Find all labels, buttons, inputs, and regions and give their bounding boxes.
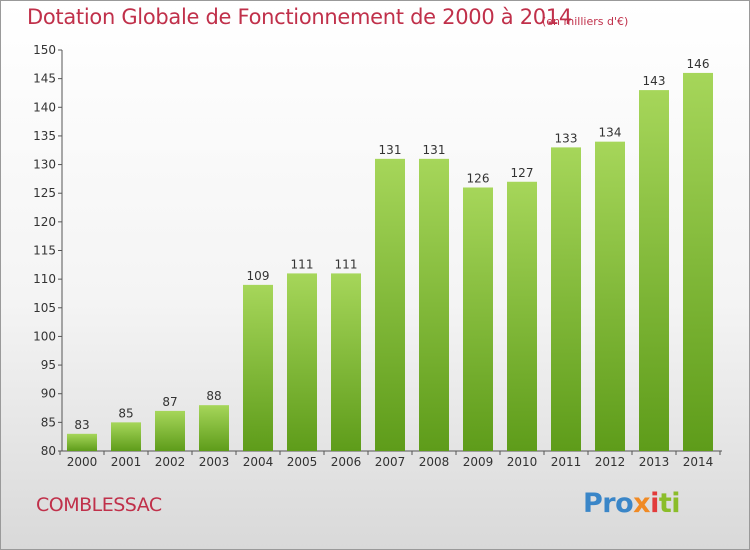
x-tick-label: 2003 — [199, 455, 230, 469]
y-tick-label: 145 — [33, 72, 56, 86]
y-tick-label: 150 — [33, 43, 56, 57]
logo-part: ti — [658, 488, 681, 519]
data-label: 146 — [687, 57, 710, 71]
x-tick-label: 2005 — [287, 455, 318, 469]
x-tick-label: 2004 — [243, 455, 274, 469]
commune-name: COMBLESSAC — [36, 494, 162, 516]
y-tick-label: 130 — [33, 158, 56, 172]
bar — [375, 158, 405, 452]
data-label: 87 — [162, 395, 177, 409]
data-label: 131 — [423, 143, 446, 157]
chart-title: Dotation Globale de Fonctionnement de 20… — [27, 5, 572, 29]
y-tick-label: 115 — [33, 244, 56, 258]
logo-part: i — [650, 488, 659, 519]
data-label: 109 — [247, 269, 270, 283]
x-tick-label: 2000 — [67, 455, 98, 469]
data-label: 134 — [599, 126, 622, 140]
x-tick-label: 2009 — [463, 455, 494, 469]
y-tick-label: 100 — [33, 329, 56, 343]
data-label: 126 — [467, 171, 490, 185]
data-label: 143 — [643, 74, 666, 88]
y-tick-label: 140 — [33, 100, 56, 114]
data-label: 127 — [511, 166, 534, 180]
y-tick-label: 110 — [33, 272, 56, 286]
y-tick-label: 120 — [33, 215, 56, 229]
value-labels: 83 85 87 88 109 111 111 131 131 126 127 133 134 143 14… — [74, 57, 709, 432]
y-tick-label: 125 — [33, 186, 56, 200]
data-label: 88 — [206, 389, 221, 403]
bar — [287, 273, 317, 451]
y-tick-label: 80 — [41, 444, 56, 458]
x-tick-label: 2010 — [507, 455, 538, 469]
bar — [111, 422, 141, 451]
logo-part: Pro — [583, 488, 634, 519]
x-tick-label: 2008 — [419, 455, 450, 469]
chart-unit: (en milliers d'€) — [542, 15, 629, 28]
data-label: 85 — [118, 406, 133, 420]
data-label: 131 — [379, 143, 402, 157]
bar — [595, 141, 625, 451]
x-tick-label: 2012 — [595, 455, 626, 469]
bar — [551, 147, 581, 451]
bar — [199, 405, 229, 451]
bar — [67, 433, 97, 451]
x-tick-label: 2006 — [331, 455, 362, 469]
logo-part: x — [633, 488, 651, 519]
x-tick-label: 2007 — [375, 455, 406, 469]
data-label: 111 — [335, 257, 358, 271]
x-tick-label: 2014 — [683, 455, 714, 469]
x-tick-label: 2001 — [111, 455, 142, 469]
bar — [331, 273, 361, 451]
bar — [155, 410, 185, 451]
y-tick-label: 105 — [33, 301, 56, 315]
y-tick-label: 85 — [41, 415, 56, 429]
y-tick-label: 90 — [41, 387, 56, 401]
data-label: 133 — [555, 131, 578, 145]
x-tick-label: 2002 — [155, 455, 186, 469]
y-tick-label: 95 — [41, 358, 56, 372]
bars — [67, 72, 713, 452]
proxiti-logo[interactable]: Proxiti — [583, 488, 681, 519]
bar — [243, 284, 273, 451]
x-tick-label: 2013 — [639, 455, 670, 469]
bar — [463, 187, 493, 451]
bar — [683, 72, 713, 452]
bar — [639, 90, 669, 451]
y-tick-label: 135 — [33, 129, 56, 143]
data-label: 83 — [74, 418, 89, 432]
bar — [507, 181, 537, 451]
bar — [419, 158, 449, 452]
data-label: 111 — [291, 257, 314, 271]
x-tick-label: 2011 — [551, 455, 582, 469]
